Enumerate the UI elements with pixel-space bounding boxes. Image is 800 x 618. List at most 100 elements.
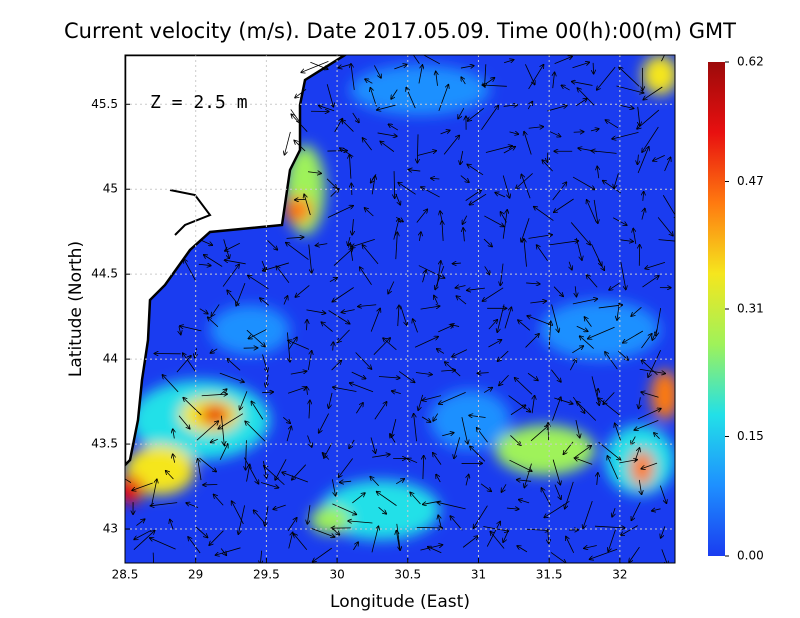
velocity-arrow <box>355 352 372 368</box>
velocity-arrow <box>527 372 538 380</box>
velocity-arrow <box>248 275 269 289</box>
velocity-arrow <box>521 174 531 199</box>
velocity-arrow <box>322 453 330 460</box>
grid <box>125 55 675 563</box>
velocity-arrow <box>503 147 515 154</box>
velocity-arrow <box>654 433 660 440</box>
velocity-arrow <box>639 397 641 408</box>
velocity-arrow <box>572 176 595 189</box>
velocity-arrow <box>551 369 561 382</box>
velocity-arrow <box>510 405 526 416</box>
velocity-arrow <box>454 437 461 458</box>
velocity-arrow <box>225 260 246 265</box>
velocity-arrow <box>518 320 531 331</box>
velocity-arrow <box>569 261 572 270</box>
velocity-arrow <box>392 391 401 394</box>
velocity-arrow <box>598 441 621 460</box>
velocity-arrow <box>310 527 335 537</box>
speed-patches <box>125 55 675 540</box>
velocity-arrow <box>565 481 574 509</box>
velocity-arrow <box>524 132 532 155</box>
velocity-arrow <box>150 502 178 506</box>
velocity-arrow <box>497 304 505 332</box>
velocity-arrow <box>374 402 387 420</box>
velocity-arrow <box>329 278 337 283</box>
velocity-arrow <box>597 389 598 397</box>
velocity-arrow <box>391 89 398 99</box>
velocity-arrow <box>210 348 218 353</box>
velocity-arrow <box>306 387 307 395</box>
velocity-arrow <box>525 334 540 348</box>
velocity-arrow <box>641 392 659 398</box>
velocity-arrow <box>408 170 421 171</box>
velocity-arrow <box>503 105 517 106</box>
velocity-arrow <box>136 519 144 526</box>
velocity-arrow <box>641 209 645 220</box>
velocity-arrow <box>220 389 226 395</box>
velocity-arrow <box>619 67 640 87</box>
velocity-arrow <box>593 199 598 223</box>
velocity-arrow <box>643 192 644 201</box>
y-tick-label: 45 <box>103 182 118 196</box>
velocity-arrow <box>262 392 273 393</box>
velocity-arrow <box>504 307 511 329</box>
velocity-arrow <box>372 454 390 458</box>
velocity-arrow <box>468 108 485 121</box>
y-tick-label: 43 <box>103 522 118 536</box>
velocity-arrow <box>209 530 224 545</box>
velocity-arrow <box>414 337 438 348</box>
colorbar: 0.00 0.15 0.31 0.47 0.62 <box>708 55 764 563</box>
velocity-arrow <box>597 66 616 90</box>
velocity-arrow <box>428 547 442 554</box>
velocity-arrow <box>575 237 582 260</box>
velocity-arrow <box>198 459 202 481</box>
velocity-arrow <box>365 208 374 217</box>
y-tick-label: 44.5 <box>91 267 118 281</box>
velocity-arrow <box>349 155 350 179</box>
velocity-arrow <box>152 552 154 563</box>
velocity-arrow <box>407 459 418 464</box>
velocity-arrow <box>437 502 466 510</box>
velocity-arrow <box>287 387 306 394</box>
velocity-arrow <box>495 193 506 198</box>
velocity-arrow <box>313 547 332 562</box>
title: Current velocity (m/s). Date 2017.05.09.… <box>64 19 736 43</box>
velocity-arrow <box>460 66 474 68</box>
velocity-arrow <box>502 210 507 239</box>
velocity-arrow <box>350 383 374 393</box>
velocity-arrow <box>219 372 244 382</box>
velocity-arrow <box>458 107 465 118</box>
velocity-arrow <box>469 193 487 205</box>
velocity-arrow <box>526 283 540 284</box>
velocity-arrow <box>377 492 397 506</box>
velocity-arrow <box>290 371 307 375</box>
velocity-arrow <box>417 134 418 162</box>
velocity-arrow <box>483 388 492 393</box>
velocity-arrow <box>437 349 445 354</box>
velocity-arrow <box>338 64 351 68</box>
velocity-arrow <box>484 266 490 274</box>
velocity-arrow <box>612 507 615 517</box>
x-tick-label: 30.5 <box>394 568 421 582</box>
velocity-arrow <box>572 299 598 305</box>
velocity-arrow <box>642 276 658 288</box>
velocity-arrow <box>295 285 310 297</box>
velocity-arrow <box>490 532 505 549</box>
velocity-arrow <box>196 421 218 441</box>
velocity-arrow <box>656 308 662 336</box>
velocity-arrow <box>333 249 353 266</box>
velocity-arrow <box>374 65 381 78</box>
velocity-arrow <box>639 368 666 373</box>
velocity-arrow <box>440 130 450 135</box>
velocity-arrow <box>466 475 469 486</box>
velocity-arrow <box>436 261 441 287</box>
velocity-arrow <box>631 436 636 445</box>
velocity-arrow <box>294 140 306 152</box>
velocity-arrow <box>645 262 666 268</box>
velocity-arrow <box>461 77 466 85</box>
velocity-arrow <box>623 330 644 343</box>
velocity-arrow <box>497 350 509 361</box>
velocity-arrow <box>287 518 297 531</box>
velocity-arrow <box>326 178 337 188</box>
